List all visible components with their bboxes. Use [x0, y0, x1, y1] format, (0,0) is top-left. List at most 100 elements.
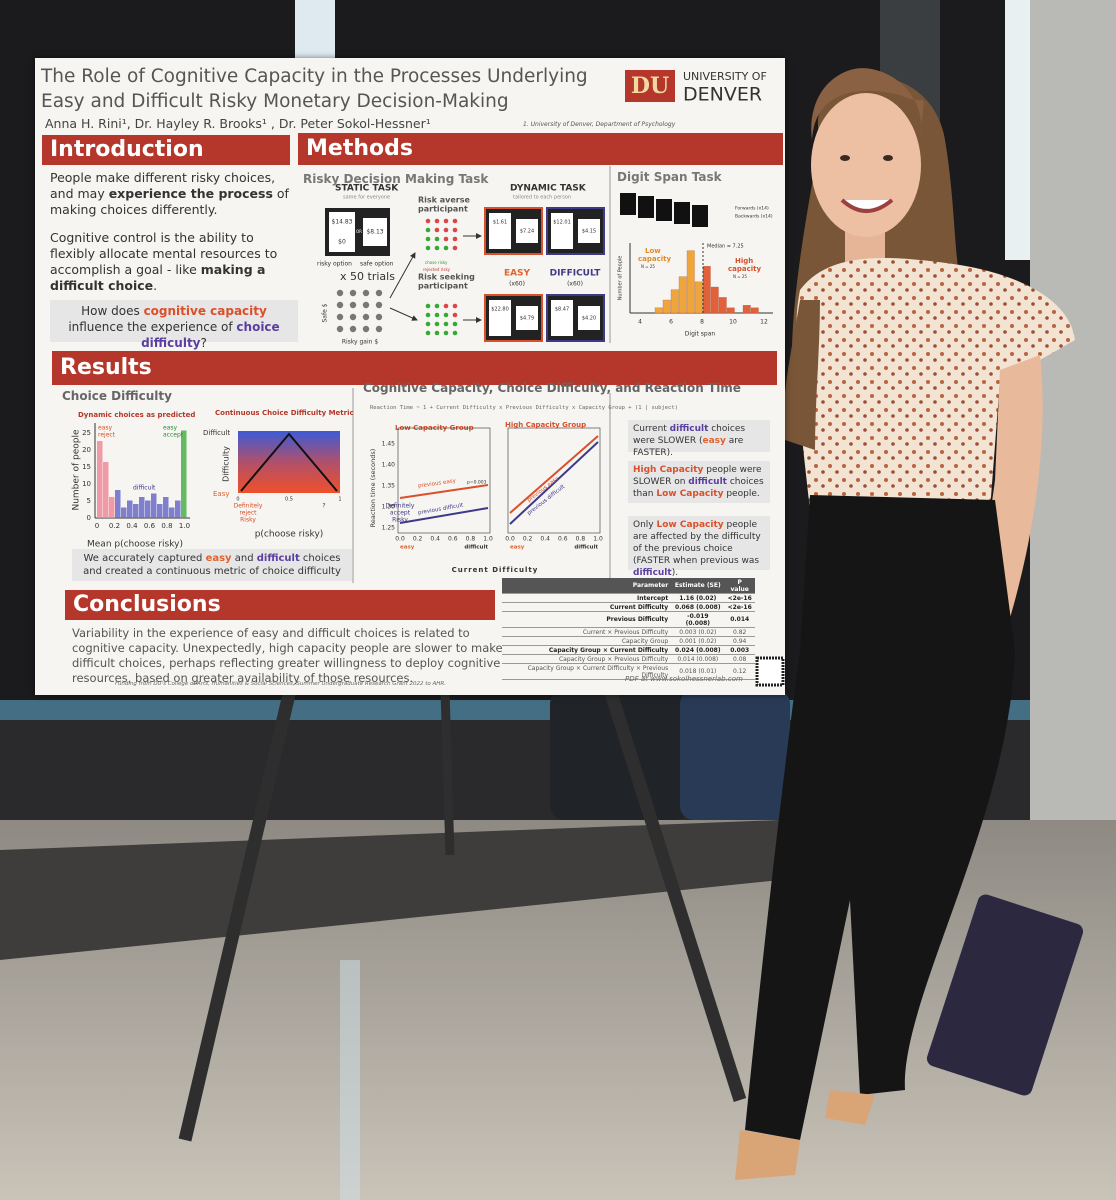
finding-box: High Capacity people were SLOWER on diff…	[628, 461, 770, 503]
label: participant	[418, 282, 468, 291]
hist-bar	[139, 497, 145, 518]
dot	[336, 301, 344, 309]
label: Easy	[213, 490, 230, 498]
amount: $4.15	[582, 229, 596, 235]
dot	[336, 325, 344, 333]
dot	[425, 218, 431, 224]
legend: rejected risky	[423, 267, 451, 272]
tick-label: Definitely	[234, 503, 263, 510]
x-tick-label: 0.8	[576, 536, 586, 543]
table-cell: Capacity Group	[502, 636, 672, 646]
table-cell: Current Difficulty	[502, 602, 672, 612]
tick-label: Risky	[392, 517, 408, 524]
easel-leg	[178, 688, 297, 1142]
question-box: How does cognitive capacity influence th…	[50, 300, 298, 350]
text-segment: people were SLOWER on	[633, 465, 762, 487]
label: N = 25	[641, 264, 655, 269]
x-tick-label: 1.0	[179, 522, 190, 530]
x-tick-label: 6	[669, 319, 673, 326]
table-cell: 0.014	[724, 611, 755, 628]
title: The Role of Cognitive Capacity in the Pr…	[41, 66, 588, 112]
screen-option	[489, 213, 511, 249]
dot	[452, 321, 458, 327]
hist-bar	[678, 276, 687, 314]
dot-grid	[425, 303, 458, 336]
x-tick-label: 0.0	[505, 536, 515, 543]
axis-label: Safe $	[322, 303, 329, 322]
label: accept	[163, 432, 184, 439]
plot-frame	[397, 427, 491, 534]
digit-card	[656, 199, 672, 221]
metric-curve	[240, 432, 338, 492]
table-cell: 0.003	[724, 645, 755, 655]
text-segment: .	[153, 278, 158, 293]
finding-box: Current difficult choices were SLOWER (e…	[628, 420, 770, 458]
y-tick-label: 5	[87, 497, 91, 505]
table-cell: 0.003 (0.02)	[671, 627, 725, 637]
x-tick-label: 0.6	[448, 536, 458, 543]
label: risky option	[317, 261, 352, 268]
text-segment: We accurately captured	[83, 553, 206, 564]
tick-label: Risky	[240, 517, 256, 524]
dot	[434, 218, 440, 224]
digit-cards	[620, 193, 708, 227]
hist-bar	[103, 462, 109, 518]
table-row: Capacity Group × Current Difficulty 0.024…	[502, 645, 755, 655]
paragraph: Variability in the experience of easy an…	[72, 626, 503, 685]
dot	[434, 236, 440, 242]
affiliation: 1. University of Denver, Department of P…	[523, 121, 676, 128]
amount: $8.47	[555, 307, 569, 313]
x-tick-label: 0.2	[523, 536, 533, 543]
dot	[443, 303, 449, 309]
window-light	[295, 0, 335, 60]
text-segment: choices and created a continuous metric …	[83, 553, 341, 577]
x-tick-label: 0.2	[109, 522, 120, 530]
text-segment: High Capacity	[633, 465, 704, 475]
table-wrap: Parameter Estimate (SE) P value Intercept 1.…	[502, 578, 755, 680]
x-tick-label: 0.8	[161, 522, 172, 530]
table-row: Capacity Group 0.001 (0.02) 0.94	[502, 636, 755, 646]
label: safe option	[360, 261, 394, 268]
paragraph: People make different risky choices, and…	[50, 170, 295, 218]
table-cell: P value	[724, 578, 755, 594]
screen-option	[329, 212, 355, 252]
tick-label: Definitely	[386, 503, 415, 510]
pdf-link: PDF at www.sokolhessnerlab.com	[625, 675, 743, 683]
label: (x60)	[567, 281, 583, 288]
paragraph: Cognitive control is the ability to flex…	[50, 230, 295, 294]
label: same for everyone	[343, 195, 390, 201]
reaction-time-plots: previous easy previous difficult 0.0 0.2 0.4…	[382, 427, 603, 551]
x-tick-label: 1.0	[483, 536, 493, 543]
line-label: previous difficult	[418, 502, 465, 516]
table-cell: 0.12	[724, 663, 755, 680]
axis-label: Mean p(choose risky)	[87, 540, 183, 550]
dot	[434, 227, 440, 233]
table-cell: 0.94	[724, 636, 755, 646]
table-cell: Estimate (SE)	[671, 578, 725, 594]
x-tick-label: 4	[638, 319, 642, 326]
hist-bar	[750, 307, 759, 314]
x-tick-label: 1.0	[593, 536, 603, 543]
logo-text: DENVER	[683, 84, 762, 106]
screen-option	[516, 306, 538, 330]
amount: OR	[356, 229, 362, 234]
label: Low	[645, 247, 661, 255]
dot	[443, 312, 449, 318]
y-tick-label: 20	[82, 446, 91, 454]
tick-label: ?	[322, 503, 325, 510]
label: N = 25	[733, 274, 747, 279]
light-reflection	[340, 960, 360, 1200]
hist-bar	[169, 507, 175, 518]
label: Risk seeking	[418, 273, 475, 282]
x-tick-label: 0	[236, 497, 239, 503]
dot	[349, 301, 357, 309]
table-row: Capacity Group × Previous Difficulty 0.01…	[502, 654, 755, 664]
dot	[349, 313, 357, 321]
x-tick-label: 0.4	[430, 536, 440, 543]
table-cell: Current × Previous Difficulty	[502, 627, 672, 637]
screen-option	[551, 213, 573, 249]
digit-card	[692, 205, 708, 227]
dot	[434, 245, 440, 251]
